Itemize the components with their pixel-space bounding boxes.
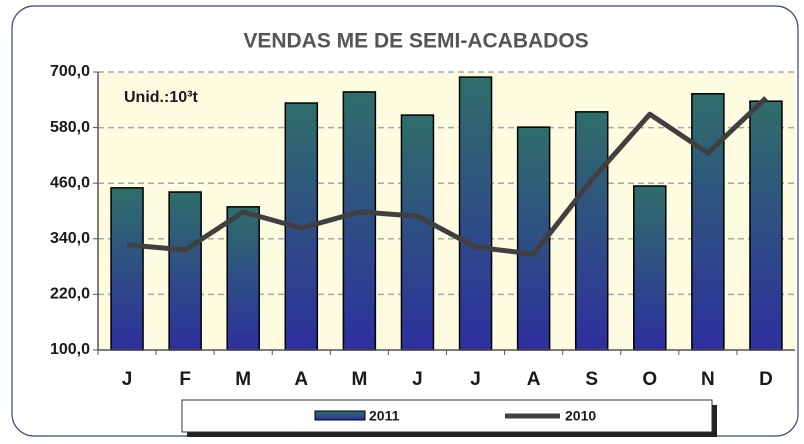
x-tick-label: D bbox=[759, 369, 773, 390]
legend-label: 2011 bbox=[369, 408, 400, 424]
bar bbox=[458, 76, 493, 351]
y-tick-label: 580,0 bbox=[50, 119, 90, 136]
legend bbox=[181, 399, 713, 433]
x-tick-label: J bbox=[470, 369, 481, 390]
plot-area bbox=[98, 72, 795, 350]
bar bbox=[691, 93, 725, 351]
bar bbox=[226, 206, 260, 351]
bar bbox=[342, 91, 377, 351]
bar bbox=[749, 100, 783, 351]
y-tick-label: 220,0 bbox=[50, 286, 90, 303]
x-tick-label: N bbox=[701, 369, 715, 390]
legend-label: 2010 bbox=[565, 408, 596, 424]
chart-title: VENDAS ME DE SEMI-ACABADOS bbox=[243, 30, 588, 53]
y-tick-label: 340,0 bbox=[50, 230, 90, 247]
y-tick-label: 100,0 bbox=[50, 341, 90, 358]
x-tick-label: O bbox=[642, 369, 657, 390]
x-tick-label: S bbox=[585, 369, 598, 390]
x-tick-label: M bbox=[351, 369, 367, 390]
x-tick-label: J bbox=[412, 369, 423, 390]
x-tick-label: A bbox=[294, 369, 308, 390]
bar bbox=[633, 185, 667, 351]
bar bbox=[168, 191, 202, 351]
bar bbox=[400, 114, 435, 351]
line bbox=[126, 96, 768, 257]
x-tick-label: A bbox=[527, 369, 541, 390]
bar bbox=[110, 187, 144, 351]
x-tick-label: M bbox=[235, 369, 251, 390]
x-tick-label: J bbox=[122, 369, 133, 390]
annotation: Unid.:10³t bbox=[124, 89, 198, 106]
y-tick-label: 700,0 bbox=[50, 63, 90, 80]
y-tick-label: 460,0 bbox=[50, 174, 90, 191]
bar bbox=[574, 111, 609, 351]
x-tick-label: F bbox=[179, 369, 191, 390]
legend-swatch bbox=[314, 410, 366, 421]
